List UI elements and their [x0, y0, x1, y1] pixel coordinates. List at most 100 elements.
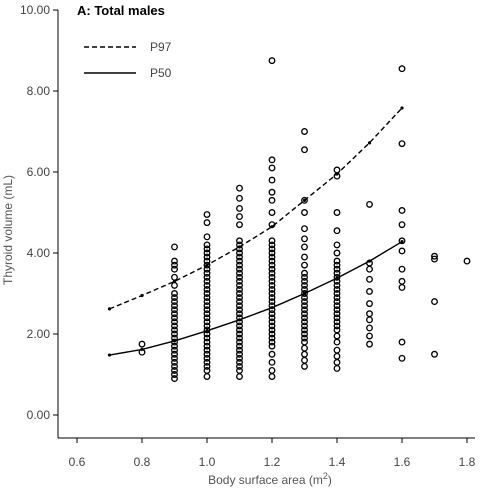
data-point [268, 318, 276, 326]
data-point [398, 265, 406, 273]
data-point [171, 298, 178, 306]
data-point [203, 273, 211, 281]
data-point [301, 344, 308, 352]
data-point [171, 310, 178, 318]
x-tick-label: 1.6 [394, 455, 411, 469]
x-tick-label: 1.0 [199, 455, 216, 469]
data-point [203, 233, 211, 241]
y-tick-label: 2.00 [27, 327, 51, 341]
data-point [203, 277, 211, 285]
data-point [203, 211, 211, 218]
curve-point-p97 [140, 293, 144, 298]
data-point [236, 334, 243, 342]
data-point [301, 290, 308, 297]
data-point [333, 322, 341, 330]
data-point [203, 249, 211, 257]
data-point [333, 257, 341, 265]
percentile-curves [107, 106, 404, 357]
data-point [301, 261, 308, 269]
data-point [301, 362, 308, 370]
data-point [301, 330, 308, 338]
data-point [431, 350, 438, 358]
data-point [301, 196, 308, 204]
data-point [171, 371, 178, 378]
data-point [203, 219, 211, 227]
data-point [301, 302, 308, 310]
data-point [268, 269, 276, 277]
data-point [203, 334, 211, 342]
curve-point-p50 [270, 306, 274, 310]
data-point [398, 247, 406, 255]
data-point [203, 338, 211, 346]
data-point [366, 275, 373, 283]
data-point [171, 273, 178, 281]
data-point [268, 330, 276, 338]
curve-point-p50 [205, 329, 209, 333]
data-point [301, 306, 308, 314]
x-tick-label: 1.2 [264, 455, 281, 469]
data-point [301, 128, 308, 135]
y-axis-title: Thyroid volume (mL) [1, 175, 15, 285]
data-point [333, 358, 341, 366]
data-point [268, 338, 276, 346]
data-point [268, 176, 276, 184]
y-tick-label: 6.00 [27, 165, 51, 179]
data-point [366, 300, 373, 308]
data-point [333, 352, 341, 360]
data-point [171, 306, 178, 314]
data-point [236, 221, 243, 229]
data-point [333, 286, 341, 293]
data-point [203, 306, 211, 314]
data-point [301, 273, 308, 281]
data-point [366, 288, 373, 295]
data-point [236, 350, 243, 358]
data-point [236, 184, 243, 192]
data-point [333, 209, 341, 216]
data-point [301, 146, 308, 154]
data-point [268, 164, 276, 172]
data-point [268, 273, 276, 281]
data-point [366, 332, 373, 340]
data-point [203, 373, 211, 380]
data-point [236, 310, 243, 318]
curve-point-p50 [172, 339, 177, 343]
data-point [268, 245, 276, 253]
data-point [268, 322, 276, 330]
data-point [268, 237, 276, 245]
data-point [171, 261, 178, 269]
data-point [333, 318, 341, 326]
data-point [301, 350, 308, 358]
data-point [333, 269, 341, 277]
data-point [333, 265, 341, 273]
data-point [236, 306, 243, 314]
data-point [333, 298, 341, 306]
curve-point-p97 [205, 263, 209, 267]
data-point [333, 332, 341, 340]
data-point [366, 265, 373, 273]
curve-point-p97 [270, 225, 274, 229]
data-point [203, 350, 211, 358]
data-point [268, 257, 276, 265]
curve-point-p50 [107, 353, 112, 357]
curve-point-p50 [400, 240, 404, 244]
data-point [301, 338, 308, 346]
curve-p97 [109, 107, 403, 310]
data-point [431, 298, 438, 306]
data-point [236, 342, 243, 350]
data-point [236, 338, 243, 346]
data-point [333, 338, 341, 346]
data-point [268, 298, 276, 306]
data-point [236, 298, 243, 306]
data-point [398, 277, 406, 285]
data-point [171, 281, 178, 289]
data-point [203, 241, 211, 249]
data-point [268, 253, 276, 261]
data-point [236, 354, 243, 362]
data-point [171, 290, 178, 297]
data-point [333, 290, 341, 297]
data-point [268, 358, 276, 366]
data-point [203, 310, 211, 318]
data-point [301, 322, 308, 330]
data-point [398, 65, 406, 73]
data-point [236, 194, 243, 202]
